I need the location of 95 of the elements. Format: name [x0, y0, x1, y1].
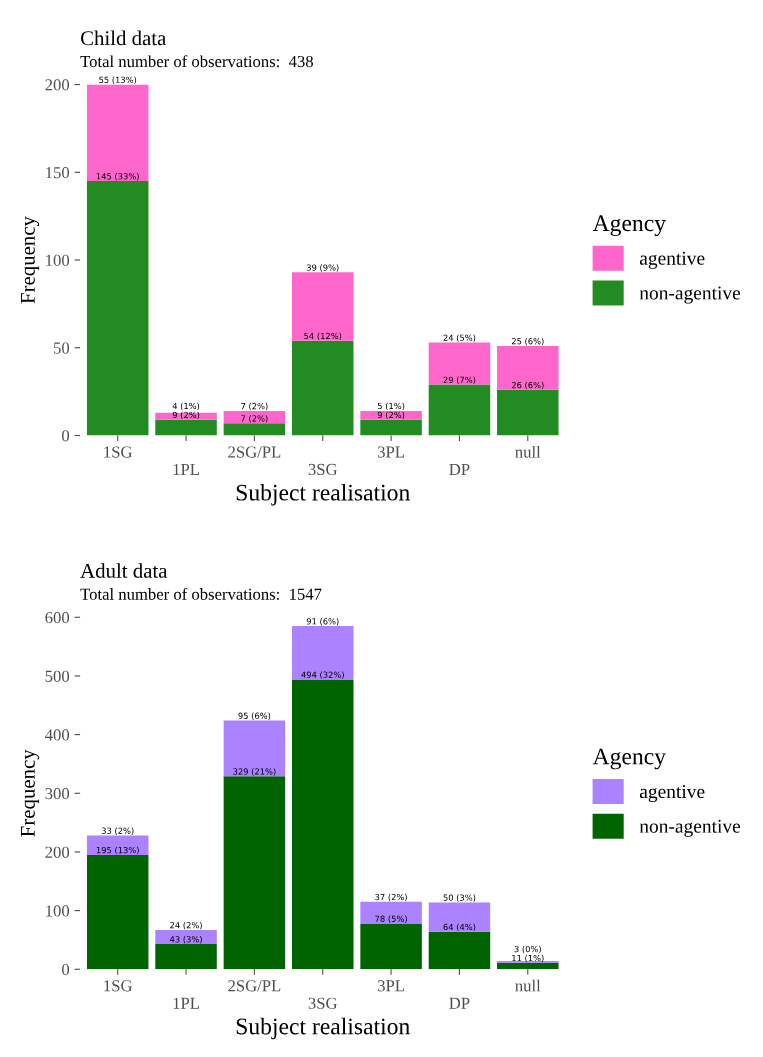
bar — [360, 410, 422, 420]
y-tick-label: 600 — [45, 611, 70, 624]
bar — [497, 389, 559, 436]
bar — [291, 626, 354, 680]
bar — [360, 419, 422, 436]
data-label: 55 (13%) — [99, 76, 137, 84]
data-label: 494 (32%) — [301, 671, 344, 679]
y-tick-label: 200 — [45, 846, 70, 858]
data-label: 11 (1%) — [512, 954, 544, 963]
x-axis-title: Subject realisation — [236, 1017, 410, 1040]
bar — [291, 340, 354, 436]
chart-subtitle: Total number of observations: 438 — [80, 55, 313, 68]
x-tick-label: 1PL — [173, 463, 199, 475]
data-label: 91 (6%) — [306, 618, 339, 626]
bar — [86, 181, 149, 436]
y-tick-label: 0 — [62, 430, 70, 442]
y-axis-title: Frequency — [21, 216, 40, 304]
x-tick-label: 2SG/PL — [228, 446, 281, 458]
y-tick-label: 500 — [45, 670, 70, 682]
bar — [223, 776, 286, 970]
legend-title: Agency — [592, 748, 666, 770]
bar — [155, 419, 217, 436]
bar — [428, 384, 491, 436]
data-label: 50 (3%) — [443, 894, 476, 902]
x-tick-label: DP — [449, 463, 470, 475]
data-label: 145 (33%) — [96, 173, 139, 181]
bar — [291, 679, 354, 970]
data-label: 78 (5%) — [375, 915, 407, 923]
data-label: 7 (2%) — [241, 402, 268, 411]
data-label: 64 (4%) — [443, 923, 476, 932]
legend-label: non-agentive — [639, 286, 741, 304]
y-tick-label: 0 — [62, 963, 70, 976]
bar — [155, 412, 217, 420]
data-label: 4 (1%) — [172, 402, 200, 411]
data-label: 26 (6%) — [511, 381, 544, 390]
data-label: 24 (5%) — [443, 334, 476, 342]
legend-label: agentive — [639, 251, 705, 269]
bar — [86, 835, 149, 855]
x-tick-label: null — [515, 445, 541, 458]
x-tick-label: 1SG — [104, 446, 133, 458]
data-label: 195 (13%) — [96, 846, 139, 855]
y-tick-label: 100 — [46, 905, 70, 917]
data-label: 43 (3%) — [169, 935, 202, 944]
bar — [223, 423, 286, 436]
x-tick-label: 2SG/PL — [228, 980, 281, 992]
x-tick-label: 3SG — [308, 463, 338, 476]
bar — [155, 944, 217, 970]
bar — [86, 84, 149, 182]
chart-subtitle: Total number of observations: 1547 — [80, 587, 322, 600]
data-label: 7 (2%) — [241, 415, 268, 423]
x-tick-label: 3PL — [378, 980, 404, 992]
x-tick-label: 3PL — [378, 446, 404, 458]
y-tick-label: 50 — [54, 342, 70, 354]
x-tick-label: DP — [449, 997, 470, 1009]
chart-title: Child data — [80, 30, 167, 46]
bar — [360, 901, 422, 924]
bar — [86, 854, 149, 970]
bar — [360, 923, 422, 970]
bar — [223, 410, 286, 424]
data-label: 39 (9%) — [306, 264, 339, 272]
y-tick-label: 400 — [45, 729, 70, 741]
bar — [497, 346, 559, 390]
data-label: 329 (21%) — [233, 768, 276, 776]
data-label: 54 (12%) — [304, 332, 342, 341]
legend-label: agentive — [639, 785, 705, 803]
x-tick-label: null — [515, 979, 541, 992]
y-tick-label: 150 — [46, 166, 70, 179]
bar — [497, 962, 559, 970]
x-tick-label: 1SG — [104, 980, 133, 992]
legend-label: non-agentive — [639, 819, 741, 837]
data-label: 37 (2%) — [375, 893, 407, 902]
bar — [428, 902, 491, 932]
data-label: 9 (2%) — [172, 411, 200, 420]
legend-title: Agency — [592, 215, 666, 237]
bar — [155, 929, 217, 945]
bar — [291, 272, 354, 341]
data-label: 29 (7%) — [443, 376, 476, 384]
y-tick-label: 100 — [46, 254, 70, 266]
data-label: 5 (1%) — [377, 402, 405, 411]
data-label: 9 (2%) — [377, 411, 405, 420]
bar — [428, 931, 491, 970]
bar — [428, 342, 491, 385]
data-label: 25 (6%) — [511, 337, 544, 346]
x-axis-title: Subject realisation — [236, 484, 410, 506]
y-tick-label: 300 — [45, 787, 70, 800]
y-axis-title: Frequency — [21, 749, 40, 837]
x-tick-label: 1PL — [173, 997, 199, 1009]
x-tick-label: 3SG — [308, 997, 338, 1009]
data-label: 3 (0%) — [514, 945, 541, 954]
chart-title: Adult data — [80, 563, 168, 578]
data-label: 95 (6%) — [238, 712, 271, 720]
data-label: 24 (2%) — [170, 921, 202, 930]
bar — [223, 720, 286, 777]
y-tick-label: 200 — [45, 79, 70, 91]
data-label: 33 (2%) — [101, 827, 134, 835]
